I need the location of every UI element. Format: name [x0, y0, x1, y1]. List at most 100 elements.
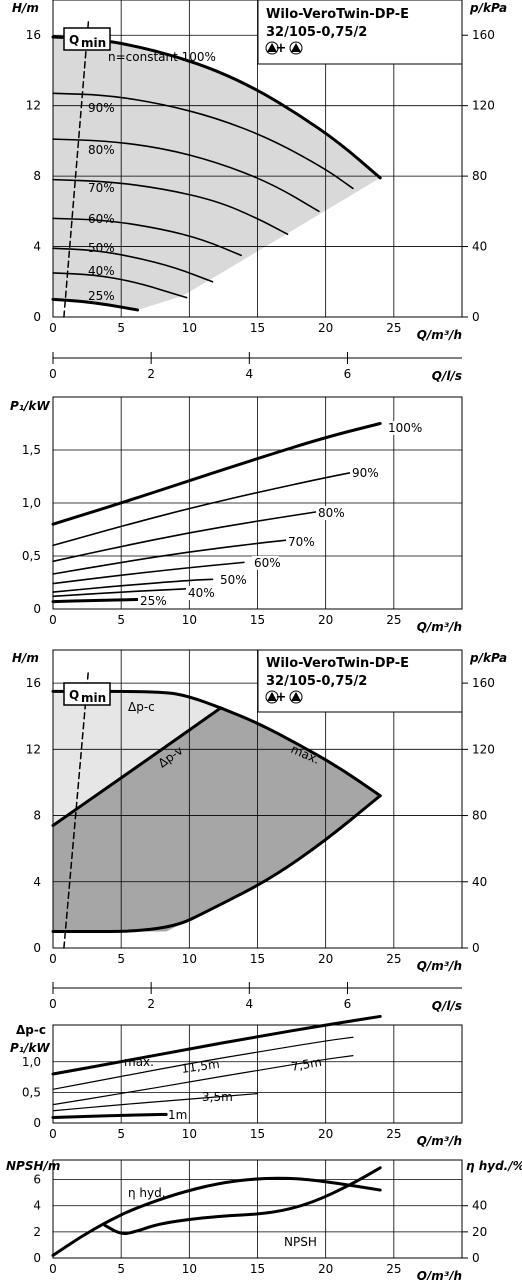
hq2-title-line2: 32/105-0,75/2: [266, 674, 367, 689]
pump-icons: +: [265, 41, 303, 56]
p1b-xlabel: Q/m³/h: [417, 1134, 462, 1148]
npsh-ylabel-right: η hyd./%: [466, 1159, 522, 1173]
npsh-ytick-right-label: 0: [472, 1251, 480, 1265]
p1a-series-40: [52, 588, 188, 598]
p1a-series-80: [52, 510, 320, 563]
hq-series-90: [52, 92, 354, 190]
npsh-ytick-label: 2: [33, 1225, 41, 1239]
hq-series-80: [52, 138, 320, 213]
hq2-title-line1: Wilo-VeroTwin-DP-E: [266, 656, 409, 671]
hq-ytick-label: 12: [26, 99, 41, 113]
p1b-series-115m: [52, 1036, 354, 1090]
p1a-xtick-label: 15: [250, 613, 265, 627]
qls-tick-label: 2: [147, 367, 155, 381]
p1b-series-max: [51, 1014, 382, 1076]
pump-icons: +: [265, 690, 303, 705]
qls2-tick-label: 2: [147, 997, 155, 1011]
hq-ytick-right-label: 0: [472, 310, 480, 324]
npsh-xtick-label: 10: [182, 1262, 197, 1276]
p1a-label-bg: [138, 594, 165, 608]
hq-label: 60%: [88, 212, 115, 226]
hq2-xtick-label: 0: [49, 952, 57, 966]
p1b-series-1m: [51, 1112, 168, 1119]
p1a-ytick-label: 0,5: [22, 549, 41, 563]
pump-icon-triangle: [291, 43, 301, 52]
hq2-ytick-label: 16: [26, 676, 41, 690]
p1a-label-bg: [218, 573, 245, 587]
p1a-label: 70%: [288, 535, 315, 549]
p1b-xtick-label: 0: [49, 1127, 57, 1141]
hq2-xtick-label: 15: [250, 952, 265, 966]
hq-label: 50%: [88, 241, 115, 255]
p1a-xtick-label: 10: [182, 613, 197, 627]
hq-xtick-label: 10: [182, 321, 197, 335]
hq-ytick-label: 4: [33, 240, 41, 254]
npsh-xtick-label: 25: [386, 1262, 401, 1276]
hq-ytick-right-label: 80: [472, 169, 487, 183]
p1a-label: 40%: [188, 586, 215, 600]
qls2-tick-label: 4: [245, 997, 253, 1011]
hq2-ytick-right-label: 80: [472, 809, 487, 823]
hq-ytick-right-label: 40: [472, 240, 487, 254]
npsh-ylabel: NPSH/m: [6, 1159, 60, 1173]
p1a-label: 50%: [220, 573, 247, 587]
hq-xtick-label: 25: [386, 321, 401, 335]
p1a-xtick-label: 20: [318, 613, 333, 627]
p1a-label-bg: [386, 421, 420, 435]
hq2-qmin-box: [63, 682, 111, 706]
p1a-series-50: [52, 578, 214, 593]
hq-frame: [52, 0, 463, 318]
p1a-ylabel: P₁/kW: [10, 399, 50, 413]
hq-xtick-label: 5: [117, 321, 125, 335]
hq-ylabel-right: p/kPa: [469, 1, 507, 15]
hq2-ytick-right-label: 160: [472, 676, 495, 690]
hq-label: 25%: [88, 289, 115, 303]
p1b-series-75m: [52, 1055, 354, 1106]
npsh-frame: [52, 1159, 463, 1259]
p1a-series-25: [51, 597, 140, 604]
npsh-xtick-label: 15: [250, 1262, 265, 1276]
p1a-label-bg: [316, 506, 343, 520]
p1a-xtick-label: 5: [117, 613, 125, 627]
npsh-xtick-label: 0: [49, 1262, 57, 1276]
hq-ylabel: H/m: [12, 1, 39, 15]
npsh-label-eta: η hyd.: [128, 1186, 166, 1200]
npsh-ytick-label: 0: [33, 1251, 41, 1265]
hq2-ytick-right-label: 0: [472, 941, 480, 955]
npsh-ytick-label: 4: [33, 1199, 41, 1213]
hq2-ytick-label: 12: [26, 742, 41, 756]
p1a-label: 60%: [254, 556, 281, 570]
pump-icon-triangle: [267, 43, 277, 52]
hq-title-box: [257, 0, 463, 65]
hq2-dpv-area: [53, 707, 381, 932]
pump-icon-plus: +: [276, 690, 287, 705]
hq2-ytick-right-label: 40: [472, 875, 487, 889]
npsh-xlabel: Q/m³/h: [417, 1269, 462, 1280]
p1a-xtick-label: 25: [386, 613, 401, 627]
p1b-xtick-label: 25: [386, 1127, 401, 1141]
npsh-ytick-right-label: 40: [472, 1199, 487, 1213]
hq-series-60: [52, 217, 242, 257]
hq2-qmin-label: Q: [69, 688, 79, 702]
hq2-label-dpc: Δp-c: [128, 700, 155, 714]
hq2-series-pv: [51, 706, 223, 827]
hq2-ylabel: H/m: [12, 651, 39, 665]
hq-series-40: [52, 272, 188, 299]
p1a-label-bg: [286, 535, 313, 549]
pump-icon-triangle: [267, 692, 277, 701]
p1a-ytick-label: 0: [33, 602, 41, 616]
hq2-series-min: [51, 794, 382, 933]
hq-xlabel: Q/m³/h: [417, 328, 462, 342]
hq-ytick-right-label: 160: [472, 28, 495, 42]
hq-label: 40%: [88, 264, 115, 278]
npsh-ytick-right-label: 20: [472, 1225, 487, 1239]
p1a-label: 25%: [140, 594, 167, 608]
hq2-ytick-label: 8: [33, 809, 41, 823]
qls-tick-label: 6: [344, 367, 352, 381]
p1b-ytick-label: 1,0: [22, 1055, 41, 1069]
hq-series-25: [51, 297, 140, 312]
p1a-label: 100%: [388, 421, 422, 435]
p1a-ytick-label: 1,0: [22, 496, 41, 510]
npsh-label-npsh: NPSH: [284, 1235, 317, 1249]
